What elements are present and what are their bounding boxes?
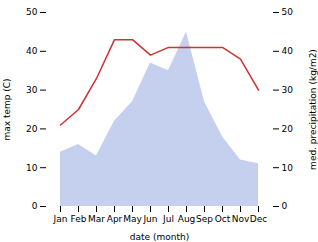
svg-text:Aug: Aug [178, 214, 196, 224]
svg-text:Oct: Oct [215, 214, 231, 224]
svg-text:20: 20 [282, 124, 294, 134]
svg-text:Apr: Apr [107, 214, 123, 224]
svg-text:May: May [123, 214, 142, 224]
svg-text:Mar: Mar [88, 214, 105, 224]
svg-text:30: 30 [26, 85, 38, 95]
svg-text:Feb: Feb [71, 214, 87, 224]
svg-text:med. precipitation (kg/m2): med. precipitation (kg/m2) [308, 49, 318, 170]
svg-text:40: 40 [282, 46, 294, 56]
svg-text:10: 10 [26, 163, 38, 173]
svg-text:50: 50 [282, 7, 294, 17]
svg-text:0: 0 [32, 201, 38, 211]
svg-text:Sep: Sep [196, 214, 213, 224]
svg-text:Jan: Jan [53, 214, 68, 224]
svg-text:date (month): date (month) [130, 232, 189, 242]
svg-text:0: 0 [282, 201, 288, 211]
svg-text:50: 50 [26, 7, 38, 17]
svg-text:Jul: Jul [162, 214, 174, 224]
svg-text:max temp (C): max temp (C) [2, 78, 12, 140]
svg-text:30: 30 [282, 85, 294, 95]
svg-text:10: 10 [282, 163, 294, 173]
svg-text:40: 40 [26, 46, 38, 56]
svg-text:Jun: Jun [142, 214, 157, 224]
svg-text:Dec: Dec [250, 214, 267, 224]
svg-text:Nov: Nov [232, 214, 250, 224]
svg-text:20: 20 [26, 124, 38, 134]
